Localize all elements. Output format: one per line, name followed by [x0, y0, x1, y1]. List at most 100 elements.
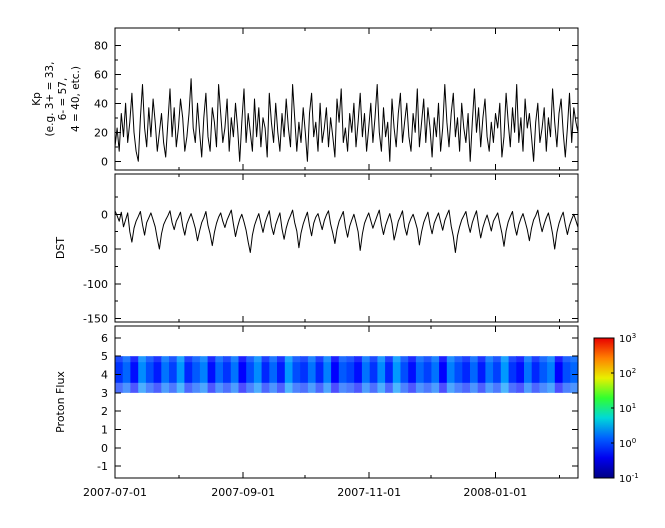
colorbar-tick-label: 100 — [619, 437, 636, 450]
heatmap-column — [246, 356, 255, 393]
heatmap-column — [423, 356, 432, 393]
kp-panel-frame — [114, 27, 579, 171]
heatmap-column — [223, 356, 232, 393]
y-tick-label: 60 — [94, 68, 108, 81]
kp-axis-label: Kp(e.g. 3+ = 33,6- = 57,4 = 40, etc.) — [31, 62, 82, 137]
y-tick-label: -1 — [97, 460, 108, 473]
proton-flux-axis-label: Proton Flux — [54, 371, 67, 433]
heatmap-column — [415, 356, 425, 393]
x-tick-label: 2008-01-01 — [463, 486, 527, 499]
y-tick-label: 1 — [101, 423, 108, 436]
heatmap-column — [253, 356, 263, 393]
heatmap-column — [446, 356, 456, 393]
heatmap-column — [547, 356, 556, 393]
heatmap-column — [500, 356, 510, 393]
y-tick-label: 6 — [101, 332, 108, 345]
heatmap-column — [454, 356, 463, 393]
heatmap-column — [354, 356, 363, 393]
heatmap-column — [315, 356, 324, 393]
heatmap-column — [323, 356, 332, 393]
colorbar-tick-label: 103 — [619, 332, 636, 345]
heatmap-column — [462, 356, 471, 393]
dst-plot-area — [115, 209, 578, 253]
y-tick-label: -100 — [83, 278, 108, 291]
x-axis-labels: 2007-07-01 2007-09-01 2007-11-01 2008-01-01 — [83, 486, 527, 499]
heatmap-column — [184, 356, 193, 393]
heatmap-column — [122, 356, 131, 393]
heatmap-column — [377, 356, 386, 393]
heatmap-lower-edge-fade — [115, 382, 578, 393]
heatmap-column — [554, 356, 564, 393]
heatmap-column — [485, 356, 494, 393]
dst-panel: 0 -50 -100 -150 DST — [54, 173, 579, 326]
y-tick-label: 20 — [94, 126, 108, 139]
heatmap-column — [477, 356, 486, 393]
colorbar-tick-label: 101 — [619, 402, 636, 415]
y-tick-label: 2 — [101, 405, 108, 418]
heatmap-column — [284, 356, 294, 393]
y-tick-label: 40 — [94, 97, 108, 110]
heatmap-column — [346, 356, 355, 393]
x-tick-label: 2007-09-01 — [211, 486, 275, 499]
heatmap-column — [524, 356, 533, 393]
heatmap-column — [408, 356, 417, 393]
dst-line — [115, 209, 578, 253]
heatmap-column — [307, 356, 317, 393]
y-tick-label: 80 — [94, 39, 108, 52]
dst-axis-label: DST — [54, 237, 67, 259]
heatmap-column — [277, 356, 286, 393]
heatmap-column — [130, 356, 139, 393]
heatmap-column — [508, 356, 517, 393]
heatmap-column — [516, 356, 525, 393]
y-tick-label: 5 — [101, 350, 108, 363]
heatmap-column — [562, 356, 571, 393]
dst-panel-frame — [114, 173, 579, 323]
heatmap-column — [169, 356, 178, 393]
heatmap-column — [493, 356, 502, 393]
dst-ticks: 0 -50 -100 -150 — [83, 174, 578, 326]
y-tick-label: 0 — [101, 208, 108, 221]
heatmap-column — [531, 356, 540, 393]
heatmap-column — [269, 356, 278, 393]
kp-plot-area — [115, 78, 578, 162]
y-tick-label: -150 — [83, 313, 108, 326]
x-tick-label: 2007-07-01 — [83, 486, 147, 499]
y-tick-label: -50 — [90, 243, 108, 256]
heatmap-column — [261, 356, 270, 393]
heatmap-column — [192, 356, 201, 393]
heatmap-column — [369, 356, 378, 393]
heatmap-column — [338, 356, 348, 393]
colorbar-tick-label: 102 — [619, 367, 636, 380]
proton-flux-plot-area — [115, 356, 578, 393]
heatmap-column — [431, 356, 440, 393]
heatmap-column — [361, 356, 371, 393]
heatmap-column — [153, 356, 162, 393]
heatmap-column — [138, 356, 147, 393]
heatmap-column — [439, 356, 448, 393]
x-tick-label: 2007-11-01 — [337, 486, 401, 499]
heatmap-column — [199, 356, 209, 393]
heatmap-column — [400, 356, 409, 393]
kp-line — [115, 78, 578, 162]
heatmap-column — [392, 356, 402, 393]
colorbar-tick-label: 10-1 — [619, 472, 639, 485]
kp-panel: 0 20 40 60 80 Kp(e.g. 3+ = 33,6- = 57,4 = 40… — [31, 27, 579, 171]
proton-flux-panel-frame — [114, 325, 579, 479]
colorbar-labels: 103 102 101 100 10-1 — [611, 332, 639, 485]
heatmap-column — [161, 356, 170, 393]
heatmap-column — [385, 356, 394, 393]
heatmap-column — [145, 356, 155, 393]
heatmap-column — [300, 356, 309, 393]
heatmap-column — [539, 356, 548, 393]
heatmap-column — [207, 356, 216, 393]
y-tick-label: 3 — [101, 387, 108, 400]
colorbar: 103 102 101 100 10-1 — [593, 332, 639, 485]
heatmap-column — [215, 356, 224, 393]
y-tick-label: 0 — [101, 442, 108, 455]
heatmap-column — [230, 356, 240, 393]
heatmap-column — [176, 356, 185, 393]
heatmap-column — [238, 356, 247, 393]
